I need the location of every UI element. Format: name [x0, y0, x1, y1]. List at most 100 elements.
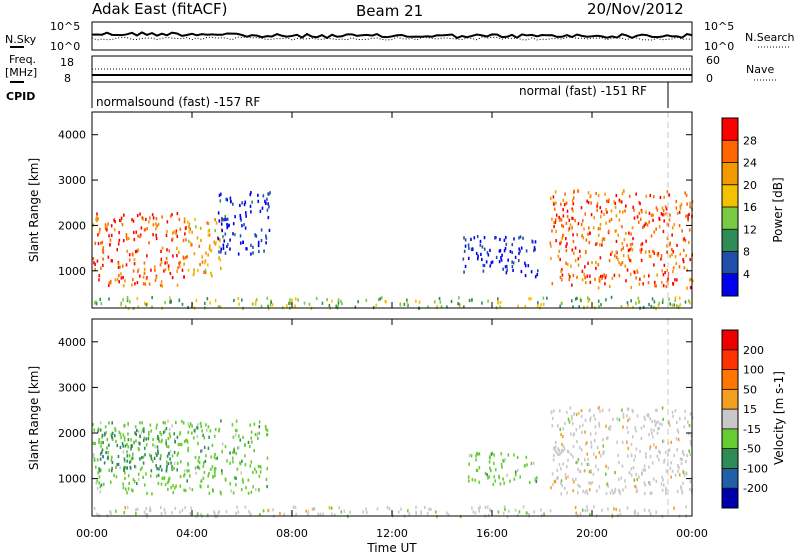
velocity-cell [661, 423, 663, 427]
power-cell [241, 298, 243, 302]
velocity-cell [171, 454, 174, 458]
power-cell [691, 279, 694, 283]
velocity-cell [104, 432, 106, 436]
velocity-cell [159, 430, 161, 435]
power-cell [617, 257, 619, 262]
velocity-cell [447, 513, 450, 517]
power-cell [145, 276, 148, 281]
power-cell [525, 249, 528, 253]
velocity-cell [244, 505, 247, 509]
velocity-cell [119, 445, 122, 449]
power-cell [165, 256, 168, 261]
power-cell [588, 231, 591, 235]
power-cell [106, 225, 108, 229]
velocity-cell [170, 461, 172, 465]
power-cell [505, 235, 507, 240]
power-cell [511, 250, 514, 255]
power-cell [588, 297, 591, 302]
power-cell [615, 239, 618, 244]
velocity-cell [176, 468, 179, 472]
velocity-cell [279, 511, 281, 516]
colorbar-swatch [722, 448, 738, 469]
velocity-cell [560, 492, 563, 496]
power-cell [100, 302, 103, 306]
power-cell [245, 247, 247, 251]
power-cell [620, 248, 623, 252]
power-cell [178, 298, 181, 302]
velocity-cell [499, 482, 502, 486]
velocity-cell [141, 421, 144, 425]
power-cell [617, 233, 620, 237]
velocity-cell [572, 444, 575, 449]
velocity-cell [179, 484, 182, 488]
velocity-cell [173, 437, 176, 441]
velocity-cell [593, 439, 596, 443]
power-cell [597, 299, 600, 303]
power-cell [604, 192, 606, 196]
power-cell [119, 265, 121, 269]
velocity-cell [617, 477, 620, 482]
power-cell [132, 269, 135, 273]
velocity-cell [197, 465, 199, 469]
power-cell [490, 261, 493, 265]
power-cell [638, 300, 641, 304]
power-cell [178, 261, 181, 265]
velocity-cell [126, 454, 129, 458]
velocity-cell [240, 471, 243, 475]
power-cell [267, 192, 269, 196]
power-cell [534, 240, 537, 244]
power-cell [118, 280, 120, 284]
power-cell [241, 224, 243, 228]
power-cell [568, 275, 571, 279]
velocity-cell [157, 473, 160, 477]
velocity-cell [651, 419, 653, 424]
power-cell [200, 238, 202, 243]
power-cell [184, 226, 187, 231]
velocity-cell [579, 484, 581, 489]
power-cell [571, 207, 574, 211]
velocity-cell [142, 438, 145, 442]
power-cell [146, 254, 148, 258]
velocity-cell [123, 467, 125, 472]
velocity-cell [676, 428, 679, 432]
velocity-cell [101, 433, 104, 438]
velocity-cell [237, 446, 239, 450]
power-cell [125, 263, 128, 267]
power-cell [340, 299, 342, 303]
power-cell [217, 237, 220, 241]
velocity-cell [497, 510, 500, 514]
velocity-cell [167, 451, 170, 456]
power-cell [245, 214, 247, 218]
power-cell [133, 237, 136, 242]
power-cell [126, 297, 129, 301]
velocity-cell [191, 424, 193, 428]
power-cell [599, 227, 601, 231]
power-cell [110, 233, 113, 237]
velocity-cell [183, 469, 186, 473]
power-cell [335, 304, 338, 308]
velocity-cell [168, 427, 171, 432]
velocity-cell [295, 512, 297, 516]
velocity-cell [126, 442, 128, 447]
power-cell [191, 230, 193, 234]
power-cell [635, 192, 637, 196]
velocity-cell [96, 479, 98, 483]
velocity-cell [567, 417, 570, 421]
power-cell [663, 263, 666, 267]
velocity-cell [177, 442, 180, 447]
velocity-cell [651, 431, 653, 436]
power-cell [427, 305, 429, 309]
power-cell [519, 235, 522, 239]
power-cell [675, 261, 678, 266]
velocity-cell [221, 469, 223, 473]
velocity-cell [205, 423, 207, 427]
velocity-cell [266, 428, 269, 432]
velocity-cell [518, 510, 521, 514]
velocity-cell [214, 474, 216, 478]
power-cell [257, 193, 259, 197]
power-cell [224, 215, 227, 219]
power-cell [542, 296, 545, 300]
power-cell [561, 223, 563, 228]
velocity-cell [564, 473, 567, 477]
power-cell [645, 210, 647, 214]
